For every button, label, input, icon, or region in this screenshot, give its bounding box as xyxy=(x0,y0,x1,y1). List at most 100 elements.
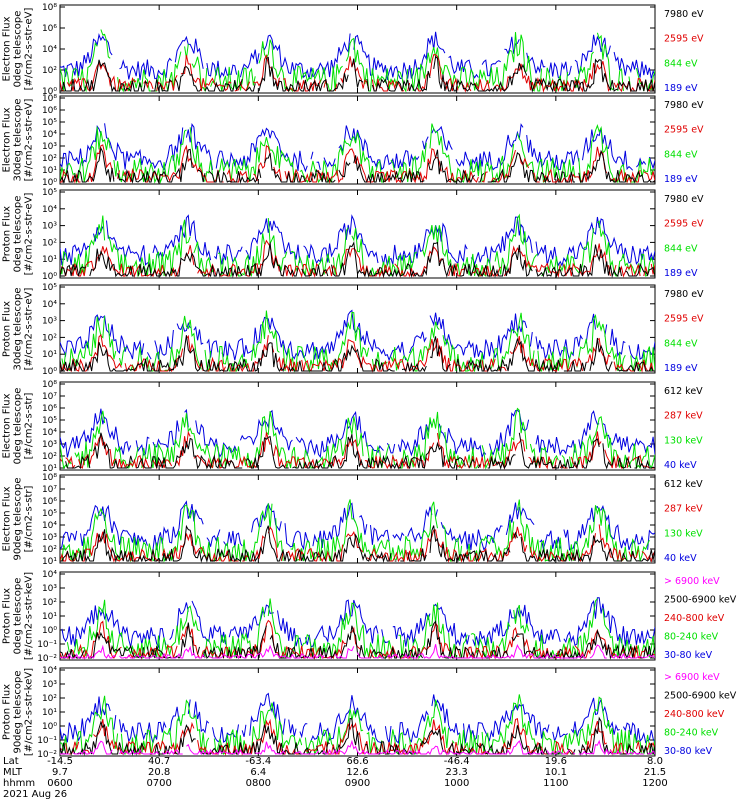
y-axis-label-line: [#/cm2-s-str-eV] xyxy=(24,99,35,182)
y-axis-label-line: Electron Flux xyxy=(2,16,13,81)
footer-hhmm-value: 1200 xyxy=(642,778,667,789)
y-tick-label: 10⁸ xyxy=(42,473,57,483)
legend-item: 30-80 keV xyxy=(664,746,713,757)
y-tick-label: 10¹ xyxy=(42,166,57,176)
y-tick-label: 10² xyxy=(42,452,57,462)
series-group xyxy=(60,309,655,373)
footer-row-label: 2021 Aug 26 xyxy=(3,789,67,800)
y-axis-label: MEPEDElectron Flux0deg telescope[#/cm2-s… xyxy=(0,388,35,465)
legend-item: 2500-6900 keV xyxy=(664,691,737,702)
y-tick-label: 10⁵ xyxy=(42,283,57,293)
y-tick-label: 10⁸ xyxy=(42,94,57,104)
y-tick-label: 10² xyxy=(42,154,57,164)
y-tick-label: 10⁴ xyxy=(42,521,57,531)
black-series-line xyxy=(60,524,655,563)
series-group xyxy=(60,29,655,93)
y-axis-label-line: TED xyxy=(0,39,2,60)
y-tick-label: 10³ xyxy=(42,584,57,594)
legend-item: 189 eV xyxy=(664,83,698,94)
footer-mlt-value: 6.4 xyxy=(250,767,266,778)
footer-hhmm-value: 0800 xyxy=(246,778,271,789)
black-series-line xyxy=(60,146,655,184)
y-axis-label-line: Electron Flux xyxy=(2,486,13,551)
legend-item: 7980 eV xyxy=(664,194,704,205)
legend-item: 2500-6900 keV xyxy=(664,595,737,606)
y-axis-label-line: Proton Flux xyxy=(2,206,13,262)
y-tick-label: 10³ xyxy=(42,440,57,450)
black-series-line xyxy=(60,432,655,470)
y-axis-label: TEDProton Flux30deg telescope[#/cm2-s-st… xyxy=(0,287,35,370)
y-axis-label-line: [#/cm2-s-str-keV] xyxy=(24,572,35,660)
legend-item: 240-800 keV xyxy=(664,709,725,720)
y-axis-label-line: 0deg telescope xyxy=(13,388,24,465)
footer-mlt-value: 10.1 xyxy=(545,767,567,778)
y-tick-label: 10¹ xyxy=(42,350,57,360)
y-axis-label: MEPEDProton Flux0deg telescope[#/cm2-s-s… xyxy=(0,572,35,660)
y-axis-label-line: [#/cm2-s-str-eV] xyxy=(24,8,35,91)
footer-mlt-value: 20.8 xyxy=(148,767,170,778)
legend-item: 844 eV xyxy=(664,149,698,160)
y-tick-label: 10¹ xyxy=(42,708,57,718)
footer-mlt-value: 21.5 xyxy=(644,767,666,778)
blue-series-line xyxy=(60,500,655,551)
y-tick-label: 10⁸ xyxy=(42,3,57,13)
footer-mlt-value: 9.7 xyxy=(52,767,68,778)
y-axis-label-line: 0deg telescope xyxy=(13,11,24,88)
footer-hhmm-value: 0700 xyxy=(146,778,171,789)
y-tick-label: 10⁵ xyxy=(42,188,57,198)
legend-item: 189 eV xyxy=(664,363,698,374)
y-axis-label-line: 90deg telescope xyxy=(13,670,24,753)
legend-item: 80-240 keV xyxy=(664,728,719,739)
footer-lat-value: -46.4 xyxy=(444,756,470,767)
legend-item: > 6900 keV xyxy=(664,672,720,683)
y-axis-label: TEDElectron Flux30deg telescope[#/cm2-s-… xyxy=(0,98,35,181)
legend-item: 189 eV xyxy=(664,268,698,279)
y-axis-label: MEPEDElectron Flux90deg telescope[#/cm2-… xyxy=(0,477,35,560)
legend-item: 80-240 keV xyxy=(664,632,719,643)
footer-lat-value: 8.0 xyxy=(647,756,663,767)
legend-item: > 6900 keV xyxy=(664,576,720,587)
y-tick-label: 10⁵ xyxy=(42,118,57,128)
y-tick-label: 10⁶ xyxy=(42,404,57,414)
y-axis-label-line: [#/cm2-s-str-eV] xyxy=(24,288,35,371)
y-axis-label-line: Electron Flux xyxy=(2,393,13,458)
magenta-series-line xyxy=(60,739,655,756)
legend-item: 30-80 keV xyxy=(664,650,713,661)
y-axis-label-line: TED xyxy=(0,224,2,245)
y-axis-label-line: 30deg telescope xyxy=(13,98,24,181)
y-tick-label: 10⁰ xyxy=(42,722,57,732)
panel-6: 10⁸ 10⁷ 10⁶ 10⁵ 10⁴ 10³ 10² 10¹ MEPEDElectron Fl… xyxy=(0,473,703,567)
y-axis-label-line: 90deg telescope xyxy=(13,477,24,560)
y-axis-label-line: MEPED xyxy=(0,694,2,729)
y-axis-label-line: TED xyxy=(0,319,2,340)
y-tick-label: 10⁰ xyxy=(42,367,57,377)
blue-series-line xyxy=(60,31,655,81)
footer-lat-value: 19.6 xyxy=(545,756,567,767)
y-tick-label: 10⁰ xyxy=(42,626,57,636)
y-tick-label: 10⁵ xyxy=(42,509,57,519)
legend-item: 7980 eV xyxy=(664,289,704,300)
y-tick-label: 10⁻¹ xyxy=(37,736,57,746)
legend-item: 189 eV xyxy=(664,174,698,185)
y-tick-label: 10⁰ xyxy=(42,178,57,188)
y-axis-label-line: 0deg telescope xyxy=(13,196,24,273)
y-tick-label: 10⁶ xyxy=(42,106,57,116)
y-tick-label: 10¹ xyxy=(42,612,57,622)
y-axis-label-line: MEPED xyxy=(0,408,2,443)
y-tick-label: 10¹ xyxy=(42,255,57,265)
y-tick-label: 10¹ xyxy=(42,464,57,474)
y-tick-label: 10² xyxy=(42,333,57,343)
green-series-line xyxy=(60,407,655,470)
panel-5: 10⁸ 10⁷ 10⁶ 10⁵ 10⁴ 10³ 10² 10¹ MEPEDElectron Fl… xyxy=(0,380,703,474)
footer-row-label: hhmm xyxy=(3,778,35,789)
series-group xyxy=(60,499,655,561)
footer-mlt-value: 12.6 xyxy=(346,767,368,778)
legend-item: 612 keV xyxy=(664,479,703,490)
y-tick-label: 10⁸ xyxy=(42,380,57,390)
panel-frame xyxy=(59,474,656,564)
legend-item: 7980 eV xyxy=(664,100,704,111)
panel-1: 10⁸ 10⁶ 10⁴ 10² 10⁰ TEDElectron Flux0deg tele… xyxy=(0,3,704,97)
y-tick-label: 10³ xyxy=(42,142,57,152)
